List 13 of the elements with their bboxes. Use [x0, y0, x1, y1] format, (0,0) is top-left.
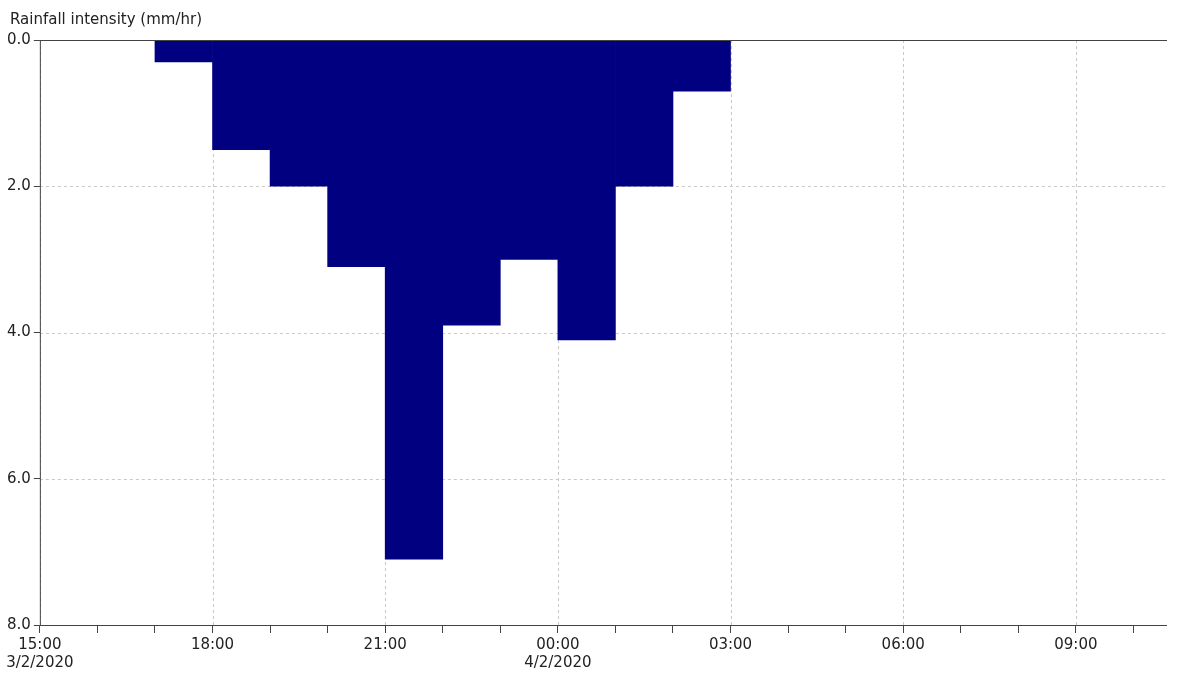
x-tick-label: 18:00: [190, 634, 235, 653]
x-tick-label: 06:00: [881, 634, 925, 653]
y-axis-title: Rainfall intensity (mm/hr): [10, 10, 202, 28]
x-tick-label: 03:00: [708, 634, 753, 653]
y-tick-label: 8.0: [7, 614, 31, 633]
y-tick-label: 2.0: [7, 176, 31, 195]
x-tick-label: 15:00 3/2/2020: [6, 634, 74, 671]
x-tick-label: 21:00: [363, 634, 407, 653]
x-tick-label: 09:00: [1054, 634, 1098, 653]
y-tick-label: 0.0: [7, 29, 31, 48]
x-tick-label: 00:00 4/2/2020: [524, 634, 592, 671]
y-tick-label: 4.0: [7, 322, 31, 341]
y-tick-label: 6.0: [7, 468, 31, 487]
